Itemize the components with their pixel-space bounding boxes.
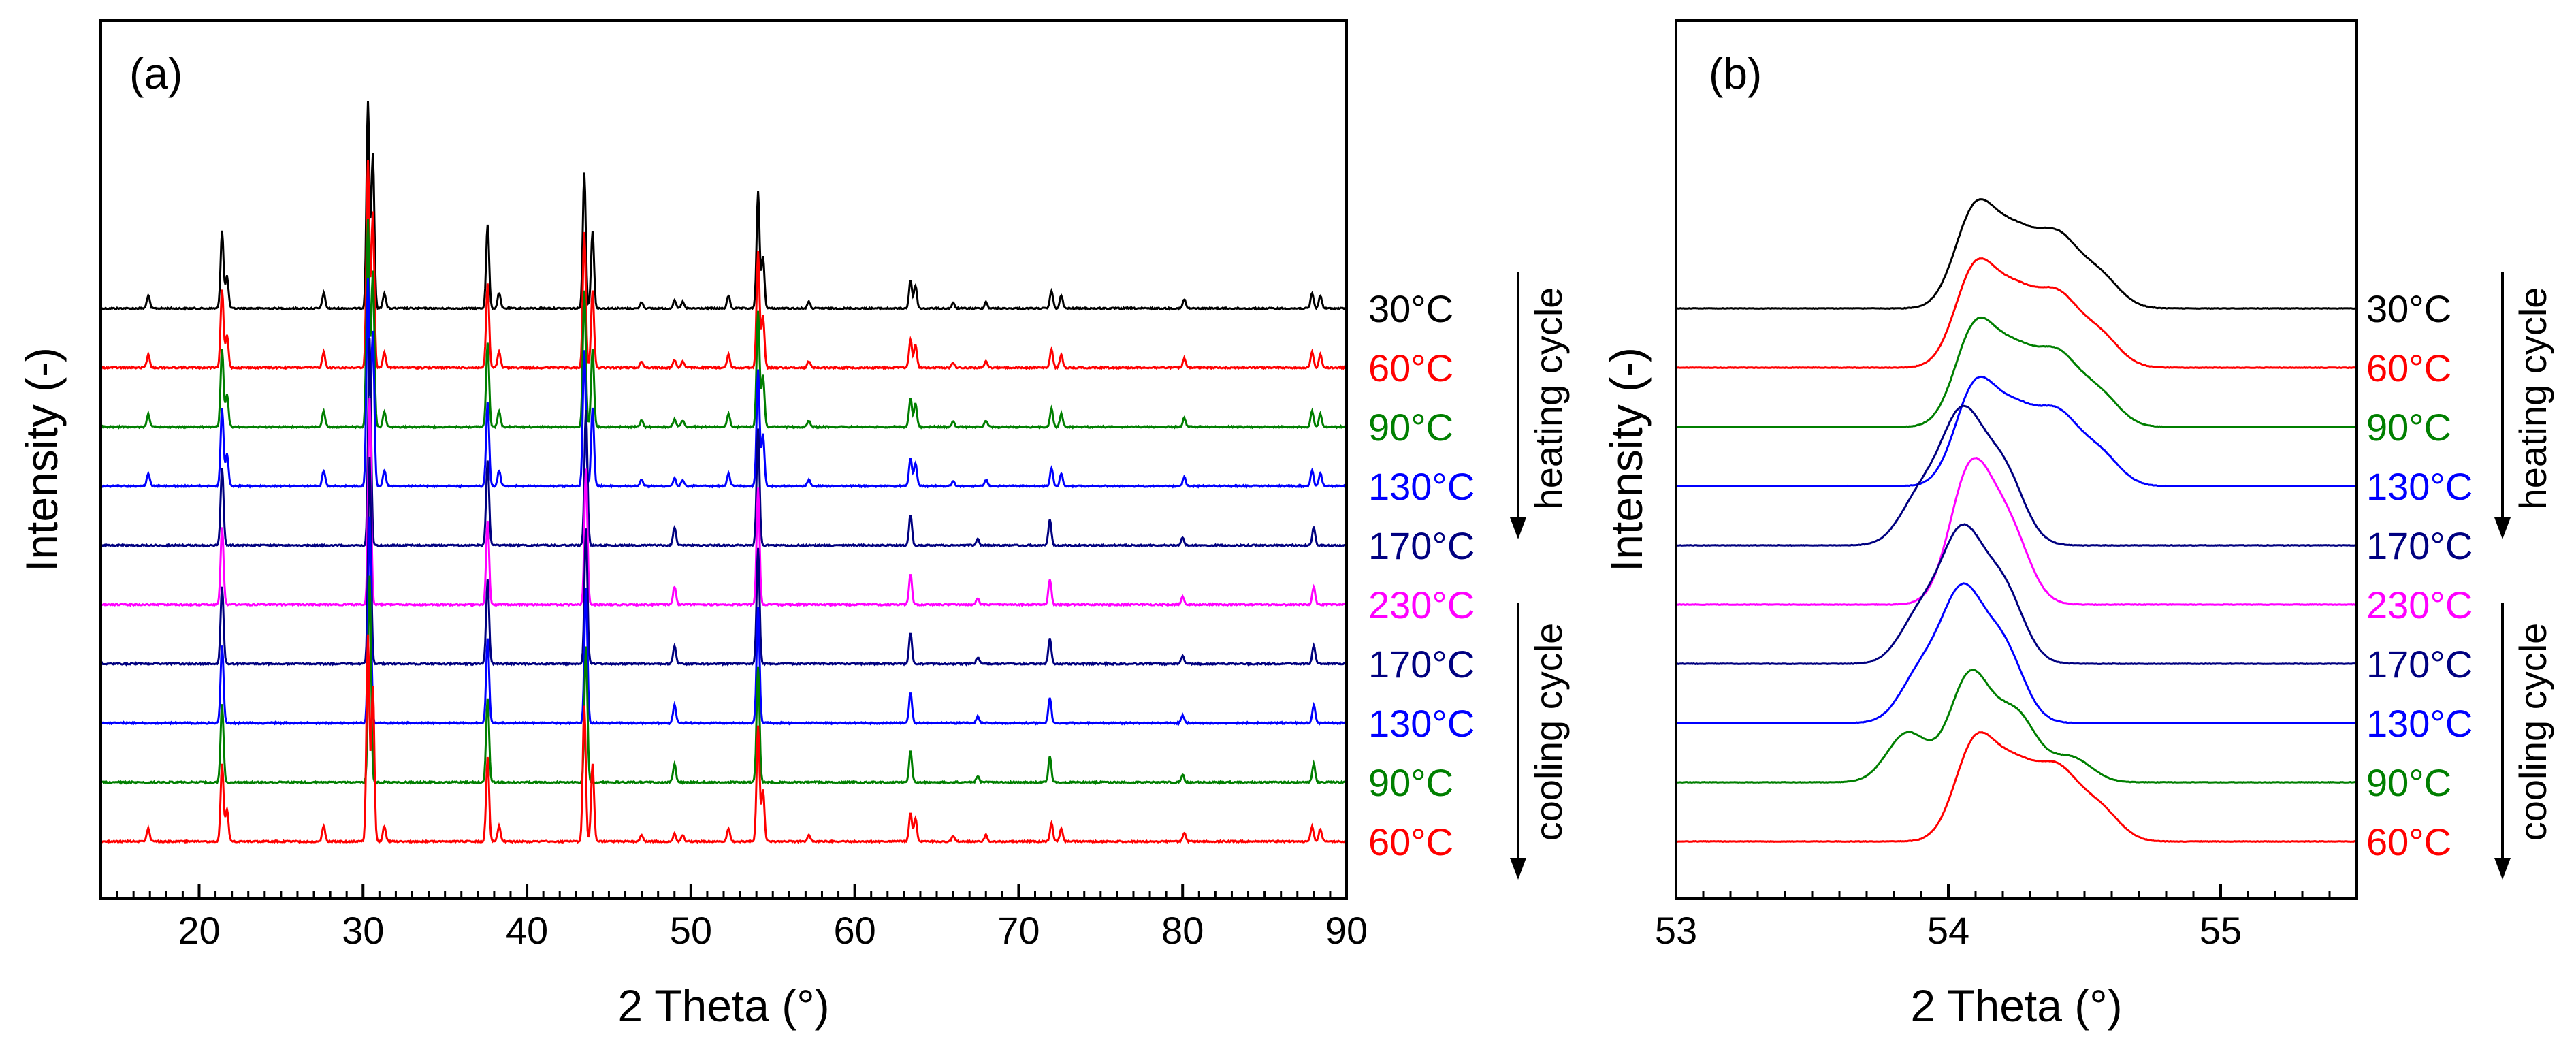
panel-b-plot-frame <box>1675 19 2358 900</box>
trace-b-9 <box>1676 731 2357 844</box>
panel-a-x-ticks <box>99 884 1348 899</box>
trace-b-1 <box>1676 257 2357 370</box>
panel-a-heating-arrow <box>1510 272 1526 539</box>
tick-label-a-5: 70 <box>997 909 1040 952</box>
panel-b-x-axis-title: 2 Theta (°) <box>1910 980 2122 1031</box>
trace-label-a-8: 90°C <box>1368 761 1453 804</box>
trace-label-b-4: 170°C <box>2366 524 2473 567</box>
trace-b-7 <box>1676 582 2357 725</box>
trace-a-7 <box>101 516 1347 726</box>
trace-a-5 <box>101 398 1347 607</box>
trace-a-3 <box>101 278 1347 490</box>
tick-label-b-1: 54 <box>1927 909 1969 952</box>
tick-label-a-3: 50 <box>670 909 712 952</box>
panel-b-x-ticks <box>1675 884 2358 899</box>
panel-b-trace-labels: 30°C 60°C 90°C 130°C 170°C 230°C 170°C 130°C 90°… <box>2366 287 2473 863</box>
panel-b-cooling-cycle-label: cooling cycle <box>2511 623 2554 841</box>
trace-label-b-3: 130°C <box>2366 465 2473 508</box>
tick-label-b-0: 53 <box>1655 909 1697 952</box>
trace-label-b-1: 60°C <box>2366 347 2451 389</box>
trace-b-6 <box>1676 523 2357 666</box>
panel-b-traces <box>1676 198 2357 844</box>
panel-a-trace-labels: 30°C 60°C 90°C 130°C 170°C 230°C 170°C 130°C 90°… <box>1368 287 1475 863</box>
trace-label-b-0: 30°C <box>2366 287 2451 330</box>
trace-label-b-5: 230°C <box>2366 583 2473 626</box>
panel-b-heating-arrow-head <box>2494 517 2511 539</box>
trace-a-4 <box>101 338 1347 548</box>
panel-a-x-tick-labels: 20 30 40 50 60 70 80 90 <box>178 909 1368 952</box>
trace-a-8 <box>101 575 1347 786</box>
trace-label-a-1: 60°C <box>1368 347 1453 389</box>
trace-label-a-0: 30°C <box>1368 287 1453 330</box>
panel-b-x-tick-labels: 53 54 55 <box>1655 909 2242 952</box>
trace-label-a-6: 170°C <box>1368 643 1475 686</box>
panel-a-cooling-arrow <box>1510 603 1526 880</box>
trace-a-2 <box>101 219 1347 430</box>
trace-label-a-7: 130°C <box>1368 702 1475 745</box>
trace-a-6 <box>101 457 1347 667</box>
tick-label-b-2: 55 <box>2200 909 2242 952</box>
trace-b-2 <box>1676 316 2357 429</box>
panel-a-cooling-arrow-head <box>1510 858 1526 880</box>
trace-label-b-9: 60°C <box>2366 820 2451 863</box>
trace-b-0 <box>1676 198 2357 310</box>
trace-a-9 <box>101 634 1347 845</box>
trace-label-b-2: 90°C <box>2366 406 2451 449</box>
tick-label-a-6: 80 <box>1161 909 1204 952</box>
tick-label-a-4: 60 <box>833 909 875 952</box>
trace-label-a-3: 130°C <box>1368 465 1475 508</box>
panel-a-cooling-cycle-label: cooling cycle <box>1527 623 1570 841</box>
tick-label-a-7: 90 <box>1325 909 1368 952</box>
panel-a-traces <box>101 101 1347 845</box>
trace-b-3 <box>1676 375 2357 488</box>
trace-a-1 <box>101 160 1347 371</box>
panel-a-x-axis-title: 2 Theta (°) <box>617 980 829 1031</box>
trace-label-a-9: 60°C <box>1368 820 1453 863</box>
panel-b-heating-cycle-label: heating cycle <box>2511 287 2554 510</box>
trace-b-8 <box>1676 669 2357 784</box>
trace-label-a-4: 170°C <box>1368 524 1475 567</box>
panel-b-label: (b) <box>1709 49 1762 98</box>
panel-b-heating-arrow <box>2494 272 2511 539</box>
trace-label-a-2: 90°C <box>1368 406 1453 449</box>
trace-label-b-7: 130°C <box>2366 702 2473 745</box>
trace-b-5 <box>1676 457 2357 607</box>
panel-b-y-axis-title: Intensity (-) <box>1601 347 1652 572</box>
panel-b-cooling-arrow <box>2494 603 2511 880</box>
panel-a: 20 30 40 50 60 70 80 90 30°C 60°C 90°C 130°C 170°C 2… <box>16 19 1570 1031</box>
panel-b-cooling-arrow-head <box>2494 858 2511 880</box>
trace-label-b-8: 90°C <box>2366 761 2451 804</box>
trace-label-b-6: 170°C <box>2366 643 2473 686</box>
panel-a-label: (a) <box>129 49 182 98</box>
tick-label-a-0: 20 <box>178 909 220 952</box>
panel-b: 53 54 55 30°C 60°C 90°C 130°C 170°C 230°C 170°C 1… <box>1601 19 2554 1031</box>
trace-label-a-5: 230°C <box>1368 583 1475 626</box>
panel-a-y-axis-title: Intensity (-) <box>16 347 67 572</box>
trace-a-0 <box>101 101 1347 311</box>
trace-b-4 <box>1676 404 2357 547</box>
tick-label-a-2: 40 <box>506 909 548 952</box>
panel-a-heating-cycle-label: heating cycle <box>1527 287 1570 510</box>
tick-label-a-1: 30 <box>342 909 384 952</box>
panel-a-heating-arrow-head <box>1510 517 1526 539</box>
